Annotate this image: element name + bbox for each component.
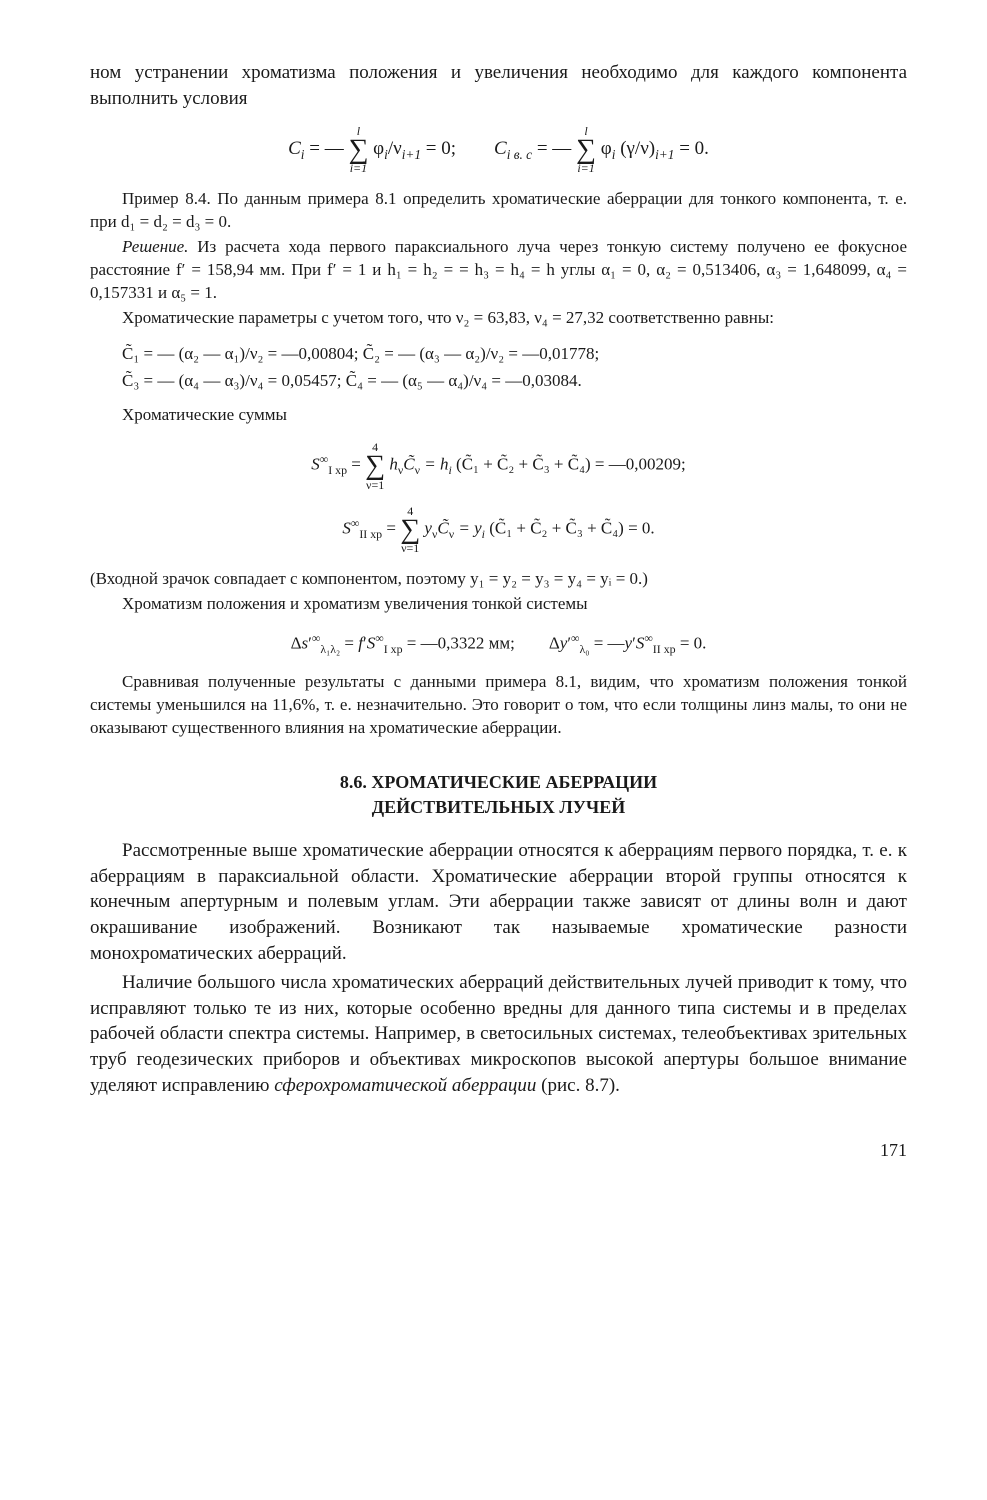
sum-s2: 4∑ν=1 <box>400 505 420 554</box>
formula-c-right-sub: i в. с <box>507 147 532 162</box>
s2-eq: = <box>382 518 400 537</box>
comparison-paragraph: Сравнивая полученные результаты с данным… <box>90 671 907 740</box>
example-header: Пример 8.4. По данным примера 8.1 опреде… <box>90 188 907 234</box>
page-number: 171 <box>90 1138 907 1162</box>
solution-label: Решение. <box>122 237 188 256</box>
sum1-bot: i=1 <box>348 162 368 174</box>
formula2-paren: (γ/ν) <box>615 138 655 159</box>
s2-paren: (C̃₁ + C̃₂ + C̃₃ + C̃₄) = 0. <box>485 518 655 537</box>
sigma-2: ∑ <box>576 137 596 162</box>
formula-c-left: C <box>288 138 301 159</box>
s2-y: y <box>420 518 432 537</box>
s2-sumbot: ν=1 <box>400 542 420 554</box>
s2-rhs-y: = y <box>454 518 482 537</box>
formula2-paren-sub: i+1 <box>655 147 674 162</box>
s1-eq: = <box>347 455 365 474</box>
section-paragraph-2: Наличие большого числа хроматических абе… <box>90 970 907 1098</box>
s1-ctilde: C̃ <box>403 455 414 474</box>
params-paragraph: Хроматические параметры с учетом того, ч… <box>90 307 907 330</box>
s1-lhs: S <box>311 455 320 474</box>
formula-condition: Ci = — l∑i=1 φi/νi+1 = 0; Ci в. с = — l∑… <box>90 125 907 174</box>
sum-symbol-1: l∑i=1 <box>348 125 368 174</box>
intro-paragraph: ном устранении хроматизма положения и ув… <box>90 60 907 111</box>
s1-sigma: ∑ <box>365 453 385 478</box>
c-line-1: C̃₁ = — (α₂ — α₁)/ν₂ = —0,00804; C̃₂ = —… <box>122 340 907 367</box>
s1-sub: I хр <box>328 463 347 477</box>
s1-paren: (C̃₁ + C̃₂ + C̃₃ + C̃₄) = —0,00209; <box>452 455 686 474</box>
c-parameters-block: C̃₁ = — (α₂ — α₁)/ν₂ = —0,00804; C̃₂ = —… <box>122 340 907 394</box>
page-container: ном устранении хроматизма положения и ув… <box>0 0 987 1500</box>
s1-h: h <box>385 455 398 474</box>
section-p2-italic: сферохроматической аберрации <box>274 1075 536 1096</box>
s1-formula: S∞I хр = 4∑ν=1 hνC̃ν = hi (C̃₁ + C̃₂ + C… <box>90 441 907 490</box>
formula1-nu-sub: i+1 <box>402 147 421 162</box>
formula1-phi: φ <box>368 138 384 159</box>
sum-symbol-2: l∑i=1 <box>576 125 596 174</box>
solution-text: Из расчета хода первого параксиального л… <box>90 237 907 302</box>
entrance-pupil-note: (Входной зрачок совпадает с компонентом,… <box>90 568 907 591</box>
section-p2-b: (рис. 8.7). <box>536 1075 620 1096</box>
s2-lhs: S <box>342 518 351 537</box>
s2-sub: II хр <box>359 526 382 540</box>
c-line-2: C̃₃ = — (α₄ — α₃)/ν₄ = 0,05457; C̃₄ = — … <box>122 367 907 394</box>
sum-s1: 4∑ν=1 <box>365 441 385 490</box>
sigma-1: ∑ <box>348 137 368 162</box>
formula-eq1: = — <box>304 138 348 159</box>
section-paragraph-1: Рассмотренные выше хроматические аберрац… <box>90 838 907 966</box>
s2-ctilde: C̃ <box>437 518 448 537</box>
formula1-end: = 0; <box>421 138 456 159</box>
formula2-end: = 0. <box>674 138 708 159</box>
solution-paragraph: Решение. Из расчета хода первого паракси… <box>90 236 907 305</box>
s1-rhs-h: = h <box>420 455 448 474</box>
s1-sumbot: ν=1 <box>365 479 385 491</box>
s2-sigma: ∑ <box>400 517 420 542</box>
section-title-line2: ДЕЙСТВИТЕЛЬНЫХ ЛУЧЕЙ <box>372 797 626 817</box>
s2-formula: S∞II хр = 4∑ν=1 yνC̃ν = yi (C̃₁ + C̃₂ + … <box>90 505 907 554</box>
formula2-phi: φ <box>596 138 612 159</box>
chromatism-label: Хроматизм положения и хроматизм увеличен… <box>90 593 907 616</box>
section-title-line1: 8.6. ХРОМАТИЧЕСКИЕ АБЕРРАЦИИ <box>340 772 657 792</box>
formula-eq2: = — <box>532 138 576 159</box>
delta-formula: Δs′∞λ₁λ₂ = f′S∞I хр = —0,3322 мм; Δy′∞λ₀… <box>90 630 907 657</box>
sum2-bot: i=1 <box>576 162 596 174</box>
sums-label: Хроматические суммы <box>90 404 907 427</box>
formula-c-right: C <box>494 138 507 159</box>
formula1-nu: /ν <box>388 138 402 159</box>
s1-sup: ∞ <box>320 452 328 466</box>
section-title: 8.6. ХРОМАТИЧЕСКИЕ АБЕРРАЦИИ ДЕЙСТВИТЕЛЬ… <box>90 770 907 820</box>
